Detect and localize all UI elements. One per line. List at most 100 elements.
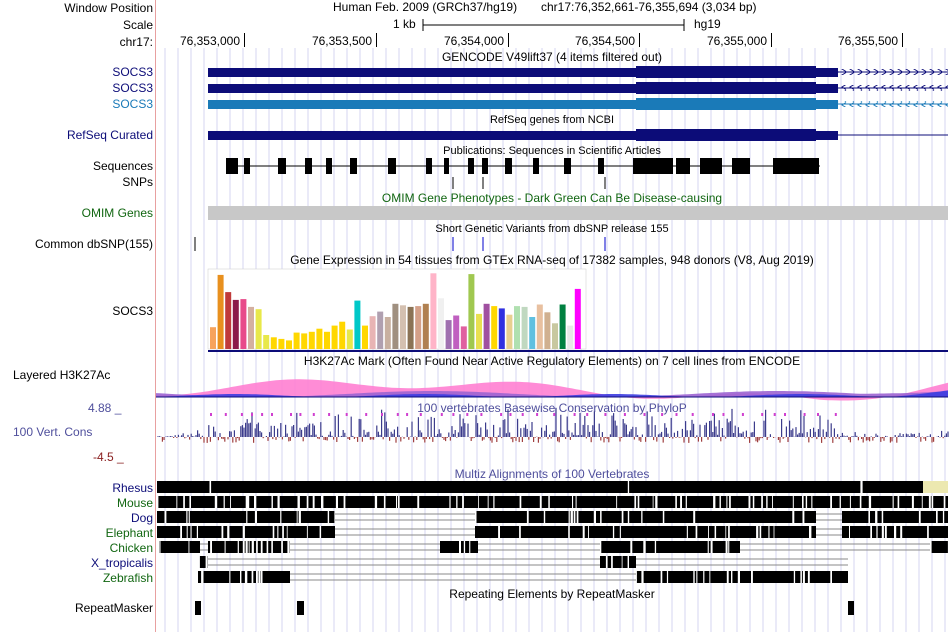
scale-label: Scale [122, 18, 153, 32]
cons-max-label: 4.88 _ [88, 401, 122, 415]
gtex-tissue-bar[interactable] [263, 335, 270, 349]
position-text[interactable]: chr17:76,352,661-76,355,694 (3,034 bp) [541, 0, 757, 14]
gtex-tissue-bar[interactable] [430, 273, 437, 349]
gtex-tissue-bar[interactable] [270, 337, 277, 349]
gtex-chart[interactable] [207, 268, 948, 352]
h3k27ac-signal[interactable] [156, 379, 948, 401]
gtex-tissue-bar[interactable] [514, 306, 520, 349]
gtex-tissue-bar[interactable] [574, 288, 581, 349]
gtex-tissue-bar[interactable] [400, 305, 406, 349]
refseq-label[interactable]: RefSeq Curated [66, 128, 153, 142]
gtex-tissue-bar[interactable] [225, 292, 232, 349]
omim-label[interactable]: OMIM Genes [81, 206, 153, 220]
refseq-gene[interactable] [208, 129, 948, 141]
gencode-transcript[interactable] [208, 82, 948, 94]
gtex-tissue-bar[interactable] [331, 325, 338, 349]
gtex-tissue-bar[interactable] [392, 303, 399, 349]
gtex-tissue-bar[interactable] [217, 274, 224, 349]
assembly-text: Human Feb. 2009 (GRCh37/hg19) [333, 0, 518, 14]
gtex-tissue-bar[interactable] [415, 306, 422, 349]
gtex-tissue-bar[interactable] [286, 340, 292, 349]
gtex-tissue-bar[interactable] [240, 299, 247, 349]
gtex-tissue-bar[interactable] [491, 306, 498, 349]
ruler-tick [902, 33, 903, 47]
gtex-tissue-bar[interactable] [453, 315, 460, 350]
gtex-tissue-bar[interactable] [498, 308, 505, 349]
dbsnp-label[interactable]: Common dbSNP(155) [34, 237, 153, 251]
gtex-tissue-bar[interactable] [445, 320, 452, 349]
species-x-tropicalis[interactable]: X_tropicalis [90, 556, 153, 570]
repeat-elements[interactable] [195, 601, 854, 615]
gencode-item-label[interactable]: SOCS3 [112, 81, 153, 95]
gtex-tissue-bar[interactable] [301, 333, 308, 349]
gtex-tissue-bar[interactable] [544, 312, 551, 349]
scale-size: 1 kb [393, 17, 416, 31]
gtex-tissue-bar[interactable] [346, 329, 353, 350]
ruler-tick-label: 76,355,500 [837, 34, 898, 48]
species-rhesus[interactable]: Rhesus [112, 481, 153, 495]
publication-sequences[interactable] [226, 158, 820, 174]
gtex-tissue-bar[interactable] [248, 306, 254, 349]
gtex-tissue-bar[interactable] [521, 306, 528, 349]
species-chicken[interactable]: Chicken [109, 541, 153, 555]
gtex-tissue-bar[interactable] [354, 300, 361, 349]
gtex-tissue-bar[interactable] [362, 325, 368, 349]
gtex-gene-label[interactable]: SOCS3 [112, 304, 153, 318]
publications-label[interactable]: Sequences [92, 159, 153, 173]
gtex-tissue-bar[interactable] [384, 317, 391, 349]
gtex-tissue-bar[interactable] [255, 309, 262, 349]
gtex-tissue-bar[interactable] [407, 306, 414, 349]
gencode-track-title: GENCODE V49lift37 (4 items filtered out) [441, 50, 663, 64]
gtex-tissue-bar[interactable] [232, 299, 239, 349]
snp-markers[interactable] [452, 177, 606, 189]
gtex-tissue-bar[interactable] [460, 326, 467, 349]
window-position-label: Window Position [64, 1, 153, 15]
species-elephant[interactable]: Elephant [105, 526, 153, 540]
gtex-tissue-bar[interactable] [552, 323, 558, 349]
repeatmasker-label[interactable]: RepeatMasker [74, 601, 153, 615]
h3k27ac-label[interactable]: Layered H3K27Ac [13, 368, 111, 382]
gencode-transcript[interactable] [208, 98, 948, 110]
gtex-tissue-bar[interactable] [324, 331, 330, 349]
snps-label[interactable]: SNPs [122, 175, 153, 189]
gtex-tissue-bar[interactable] [476, 313, 482, 349]
gtex-tissue-bar[interactable] [559, 304, 566, 350]
species-mouse[interactable]: Mouse [116, 496, 153, 510]
ruler-tick [244, 33, 245, 47]
gtex-tissue-bar[interactable] [422, 303, 429, 349]
gtex-tissue-bar[interactable] [369, 316, 376, 349]
ruler-tick [639, 33, 640, 47]
gtex-tissue-bar[interactable] [438, 298, 444, 349]
gtex-tissue-bar[interactable] [506, 314, 513, 349]
gtex-tissue-bar[interactable] [529, 317, 536, 349]
gtex-tissue-bar[interactable] [567, 325, 574, 349]
gtex-tissue-bar[interactable] [339, 321, 346, 349]
gtex-tissue-bar[interactable] [210, 327, 216, 349]
gtex-tissue-bar[interactable] [536, 304, 543, 350]
gencode-item-label[interactable]: SOCS3 [112, 65, 153, 79]
label-divider [155, 0, 156, 632]
cons-label[interactable]: 100 Vert. Cons [13, 425, 93, 439]
scale-db: hg19 [694, 17, 721, 31]
ruler-tick-label: 76,354,500 [574, 34, 635, 48]
gencode-item-label[interactable]: SOCS3 [112, 97, 153, 111]
chrom-label: chr17: [119, 35, 153, 49]
gtex-tissue-bar[interactable] [293, 332, 300, 349]
gtex-tissue-bar[interactable] [483, 303, 490, 349]
gtex-tissue-bar[interactable] [308, 331, 315, 349]
ruler-tick [376, 33, 377, 47]
dbsnp-markers[interactable] [194, 237, 606, 251]
omim-gene-bar[interactable] [208, 206, 948, 220]
gtex-tissue-bar[interactable] [316, 328, 323, 349]
species-zebrafish[interactable]: Zebrafish [102, 571, 153, 585]
gtex-tissue-bar[interactable] [278, 338, 285, 349]
gtex-tissue-bar[interactable] [468, 274, 475, 349]
conservation-signal[interactable] [157, 407, 949, 443]
species-dog[interactable]: Dog [130, 511, 153, 525]
multiz-alignments[interactable] [157, 481, 949, 583]
gencode-transcript[interactable] [208, 66, 948, 78]
gtex-tissue-bar[interactable] [377, 311, 384, 349]
ruler-tick-label: 76,353,500 [311, 34, 372, 48]
